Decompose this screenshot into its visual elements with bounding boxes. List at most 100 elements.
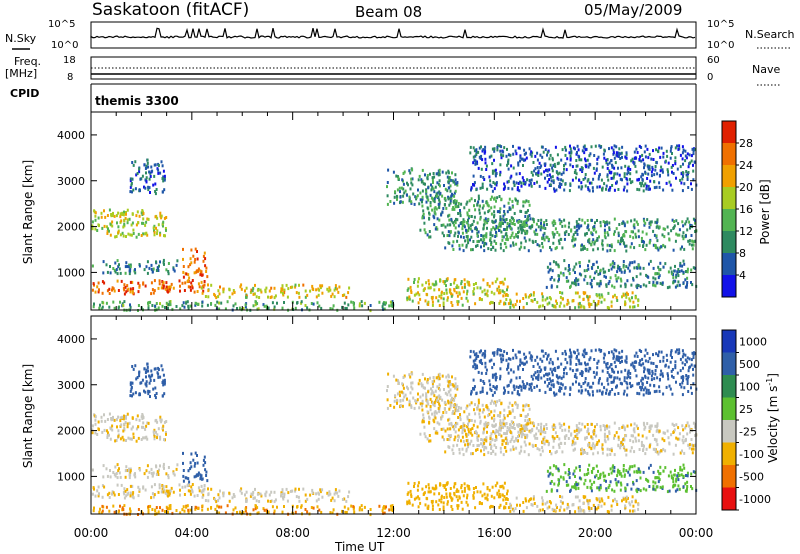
velocity-cell (437, 503, 440, 507)
velocity-cell (624, 489, 627, 493)
power-cell (694, 230, 697, 233)
velocity-cell (423, 432, 426, 436)
velocity-cell (531, 503, 534, 507)
power-cell (592, 238, 595, 242)
power-cell (481, 298, 483, 302)
power-cell (655, 221, 658, 225)
power-cell (490, 243, 493, 246)
power-cell (450, 196, 453, 200)
power-cell (457, 224, 460, 228)
velocity-cell (179, 488, 181, 492)
velocity-cell (549, 450, 551, 453)
velocity-cell (588, 499, 591, 503)
power-cell (509, 227, 512, 230)
power-cell (289, 285, 292, 289)
velocity-cell (491, 423, 494, 427)
power-cell (582, 145, 585, 149)
power-cell (566, 298, 569, 302)
velocity-cell (518, 451, 521, 455)
velocity-cell (511, 403, 514, 407)
power-cell (267, 306, 270, 310)
power-cell (446, 223, 449, 227)
velocity-cell (558, 508, 561, 512)
power-cell (459, 209, 461, 212)
power-cell (462, 218, 465, 222)
velocity-cell (149, 395, 151, 398)
velocity-cell (489, 437, 492, 441)
velocity-cell (423, 425, 426, 429)
power-cell (483, 249, 486, 253)
power-cell (334, 284, 337, 288)
power-cell (475, 153, 478, 156)
power-cell (94, 211, 97, 215)
velocity-cell (515, 437, 518, 441)
power-cell (321, 284, 324, 288)
velocity-cell (210, 487, 213, 491)
power-cell (496, 145, 499, 149)
power-cell (567, 269, 570, 273)
power-cell (507, 179, 510, 183)
power-cell (504, 293, 507, 297)
power-cell (496, 277, 499, 281)
power-cell (562, 273, 565, 277)
power-cell (158, 264, 160, 268)
power-cell (435, 282, 438, 286)
velocity-cell (240, 491, 243, 495)
power-cell (252, 292, 255, 296)
power-cell (553, 187, 555, 191)
velocity-cell (220, 505, 223, 509)
power-cell (692, 149, 695, 153)
power-cell (283, 291, 286, 295)
power-cell (481, 158, 484, 162)
velocity-cell (408, 373, 411, 377)
velocity-cell (463, 424, 466, 428)
power-cell (157, 269, 160, 272)
power-cell (580, 273, 583, 277)
power-cell (145, 220, 148, 224)
velocity-cell (435, 411, 438, 415)
velocity-cell (483, 441, 486, 445)
velocity-cell (251, 493, 254, 497)
velocity-cell (652, 447, 655, 451)
power-cell (481, 240, 484, 244)
power-cell (517, 161, 520, 165)
power-cell (460, 280, 463, 283)
power-cell (598, 174, 601, 178)
power-cell (590, 243, 593, 246)
velocity-cell (531, 429, 534, 433)
velocity-cell (98, 510, 101, 514)
power-cell (599, 272, 602, 276)
power-cell (571, 178, 574, 182)
velocity-cell (607, 495, 610, 499)
power-cell (130, 223, 133, 227)
velocity-cell (123, 492, 126, 496)
power-cell (565, 230, 568, 234)
velocity-cell (476, 490, 479, 494)
velocity-cell (148, 390, 151, 394)
power-cell (631, 291, 634, 295)
velocity-cell (154, 386, 157, 390)
power-cell (619, 157, 622, 160)
power-cell (499, 207, 502, 211)
power-cell (525, 302, 528, 306)
power-cell (200, 270, 203, 274)
velocity-cell (673, 424, 676, 427)
power-cell (488, 175, 491, 179)
power-cell (639, 266, 642, 270)
velocity-cell (165, 420, 168, 423)
power-cell (682, 281, 685, 285)
velocity-cell (656, 450, 659, 454)
velocity-cell (167, 489, 170, 493)
velocity-cell (466, 503, 469, 507)
velocity-cell (674, 443, 677, 447)
power-cell (675, 176, 677, 180)
power-cell (691, 147, 694, 151)
velocity-cell (459, 415, 462, 419)
velocity-cell (425, 496, 428, 500)
power-cell (112, 211, 114, 215)
power-cell (467, 219, 469, 222)
velocity-cell (171, 511, 174, 515)
power-cell (142, 282, 145, 286)
power-cell (613, 249, 616, 253)
power-cell (326, 287, 329, 291)
